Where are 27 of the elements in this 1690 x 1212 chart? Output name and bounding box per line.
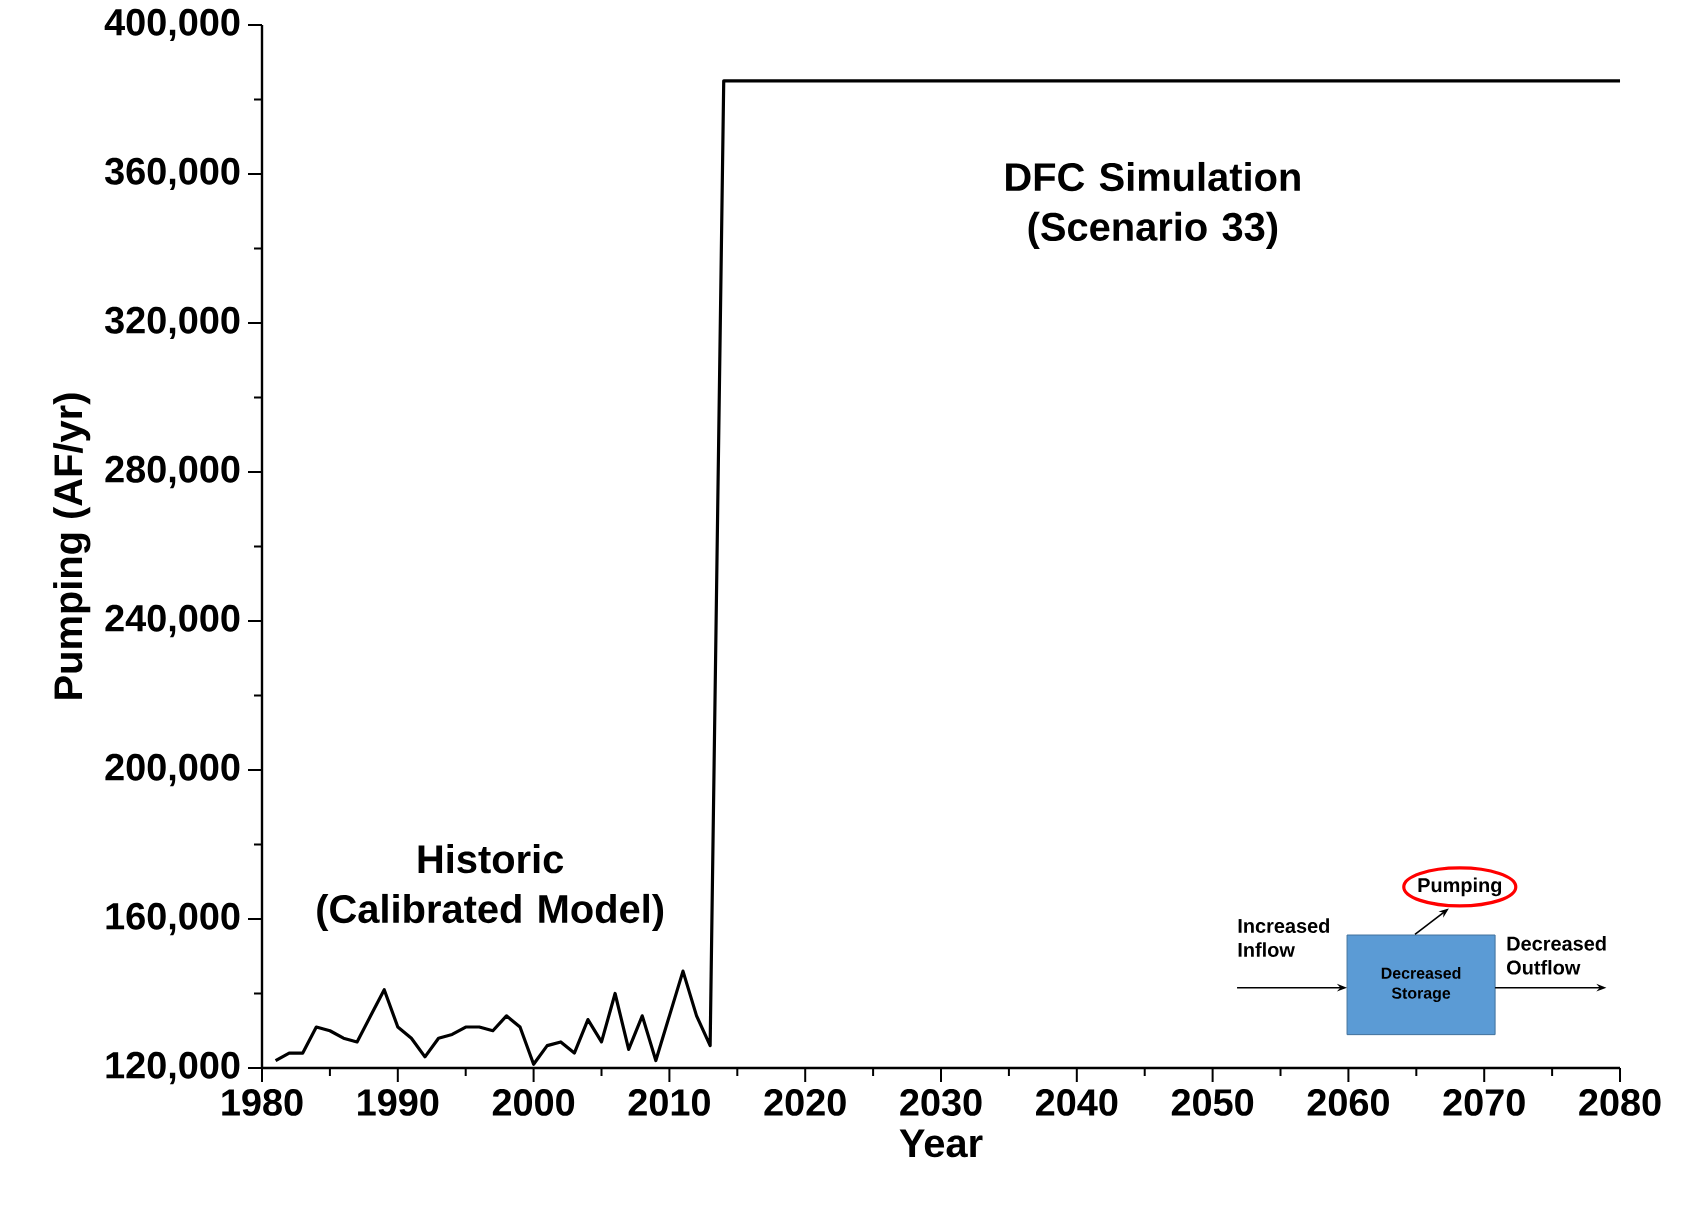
y-tick-label: 280,000: [105, 455, 240, 489]
x-tick-label: 1980: [222, 1089, 303, 1116]
x-tick-label: 2040: [1036, 1089, 1118, 1116]
x-tick-label: 2030: [900, 1089, 982, 1116]
y-tick-label: 240,000: [105, 604, 240, 638]
y-tick-label: 360,000: [104, 157, 240, 191]
annotation: Increased Inflow: [1238, 918, 1330, 957]
annotation: Decreased Outflow: [1507, 936, 1606, 975]
annotation: Pumping: [1418, 877, 1502, 897]
x-tick-label: 2010: [628, 1089, 710, 1116]
x-axis-title: Year: [899, 1129, 983, 1158]
x-tick-label: 2020: [764, 1089, 846, 1116]
y-tick-label: 200,000: [105, 753, 240, 787]
x-tick-label: 2060: [1307, 1089, 1389, 1116]
annotation: Historic (Calibrated Model): [317, 844, 664, 932]
x-tick-label: 2070: [1443, 1089, 1525, 1116]
y-tick-label: 160,000: [106, 902, 240, 936]
x-tick-label: 2000: [492, 1089, 575, 1116]
y-tick-label: 120,000: [106, 1051, 240, 1085]
annotation: Decreased Storage: [1381, 967, 1461, 1002]
y-axis-title: Pumping (AF/yr): [53, 393, 91, 699]
annotation: DFC Simulation (Scenario 33): [1006, 161, 1300, 249]
y-tick-label: 400,000: [104, 8, 240, 42]
x-tick-label: 2050: [1171, 1089, 1254, 1116]
y-tick-label: 320,000: [104, 306, 240, 340]
x-tick-label: 1990: [358, 1089, 439, 1116]
x-tick-label: 2080: [1579, 1089, 1661, 1116]
